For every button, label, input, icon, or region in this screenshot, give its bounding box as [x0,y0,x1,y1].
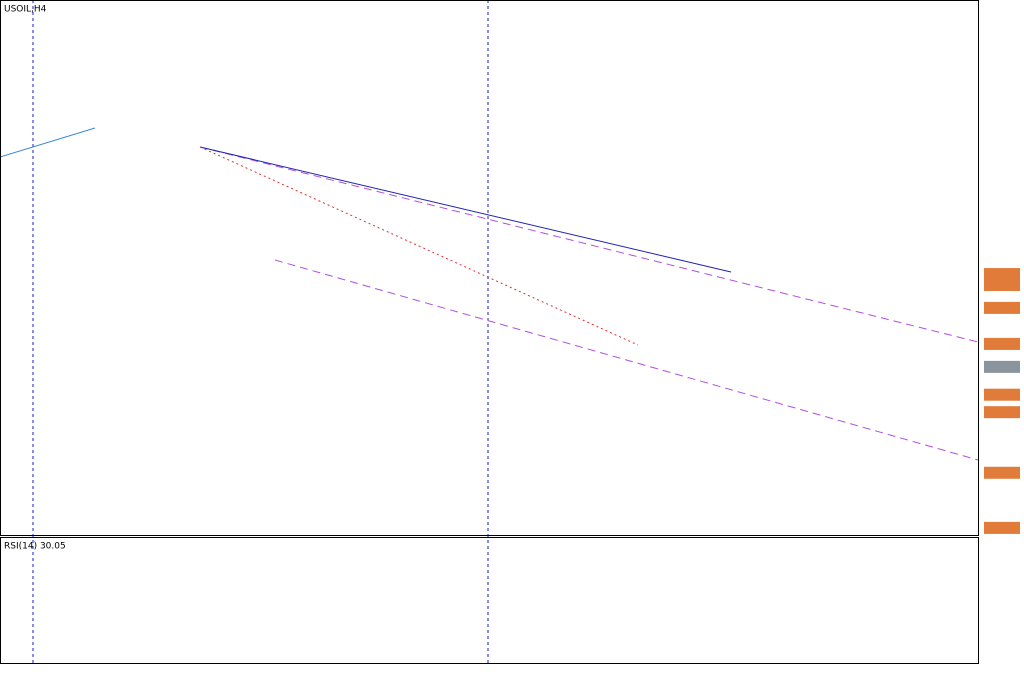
trend-line [0,127,96,158]
drawing-tools [0,0,979,663]
price-tag [984,388,1020,401]
chart-title: USOIL,H4 [4,5,47,15]
channel-line [199,146,979,343]
rsi-title: RSI(14) 30.05 [4,542,66,552]
price-tag [984,301,1020,314]
price-tag [984,406,1020,419]
main-pane-border [0,0,979,536]
trend-line [199,146,639,346]
text-layer: USOIL,H4 RSI(14) 30.05 [4,5,1020,552]
rsi-pane-border [0,537,979,664]
price-tag [984,466,1020,479]
current-price-tag [984,360,1020,373]
price-tag [984,278,1020,291]
price-tag [984,337,1020,350]
trend-line [199,146,732,273]
price-tag [984,268,1020,281]
price-tag [984,521,1020,534]
channel-line [274,259,979,461]
